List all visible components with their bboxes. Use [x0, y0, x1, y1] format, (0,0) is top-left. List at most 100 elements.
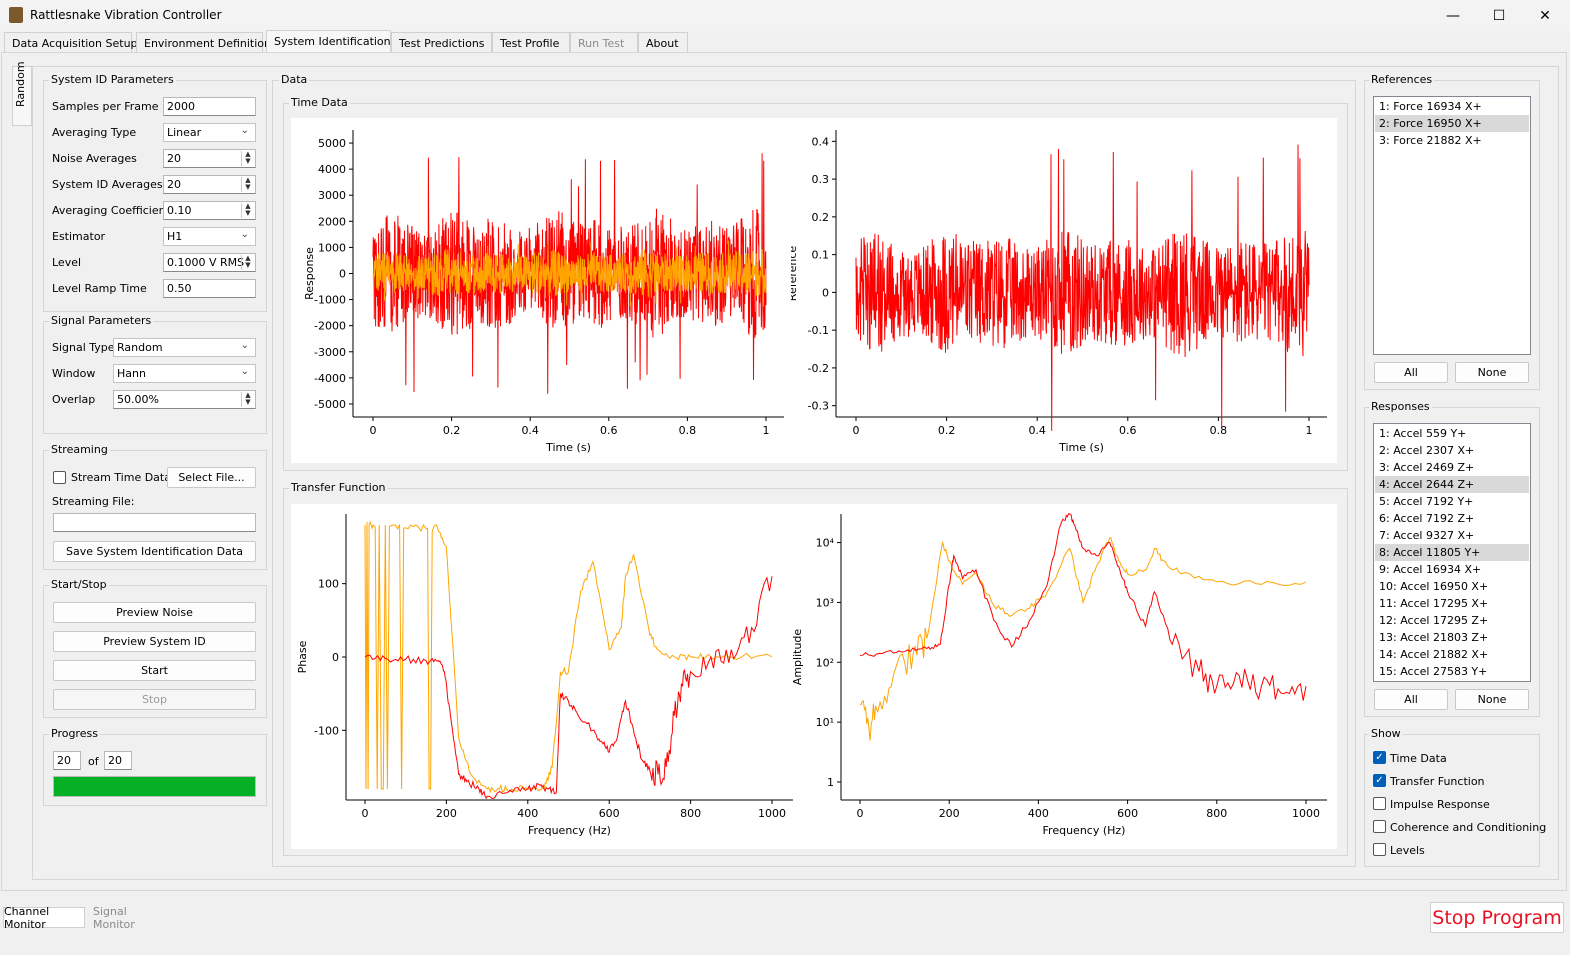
y-axis-label: Phase [296, 640, 309, 673]
show-checkbox[interactable] [1373, 820, 1386, 833]
responses-item[interactable]: 10: Accel 16950 X+ [1379, 580, 1489, 593]
spin-arrows-icon[interactable]: ▲ ▼ [241, 151, 254, 166]
select-file-button[interactable]: Select File... [167, 467, 256, 488]
responses-item[interactable]: 1: Accel 559 Y+ [1379, 427, 1467, 440]
x-tick-label: 400 [1028, 807, 1049, 820]
responses-item[interactable]: 8: Accel 11805 Y+ [1375, 544, 1529, 561]
show-option-row[interactable]: Impulse Response [1373, 797, 1533, 813]
responses-title: Responses [1369, 400, 1432, 413]
responses-item[interactable]: 15: Accel 27583 Y+ [1379, 665, 1488, 678]
show-checkbox[interactable] [1373, 843, 1386, 856]
responses-item[interactable]: 3: Accel 2469 Z+ [1379, 461, 1475, 474]
tab-run-test[interactable]: Run Test [570, 32, 638, 53]
show-option-row[interactable]: Levels [1373, 843, 1533, 859]
stop-program-button[interactable]: Stop Program [1430, 902, 1564, 933]
responses-item[interactable]: 11: Accel 17295 X+ [1379, 597, 1489, 610]
streaming-title: Streaming [49, 443, 110, 456]
tab-data-acquisition-setup[interactable]: Data Acquisition Setup [4, 32, 138, 53]
reference-time-chart[interactable]: 0.4 0.3 0.2 0.1 0 -0.1 -0.2 -0.3 0 0.2 0.4 0.6 0.8 1 T… [791, 118, 1337, 463]
references-item[interactable]: 3: Force 21882 X+ [1379, 134, 1482, 147]
close-icon[interactable]: ✕ [1539, 7, 1551, 24]
y-axis-label: Amplitude [791, 629, 804, 686]
spin-arrows-icon[interactable]: ▲ ▼ [241, 255, 254, 270]
references-item[interactable]: 2: Force 16950 X+ [1375, 115, 1529, 132]
signal-type-select[interactable]: Random ⌄ [113, 338, 256, 357]
responses-item[interactable]: 14: Accel 21882 X+ [1379, 648, 1489, 661]
show-checkbox[interactable] [1373, 797, 1386, 810]
responses-item[interactable]: 5: Accel 7192 Y+ [1379, 495, 1474, 508]
averaging-coefficient-spinbox[interactable]: 0.10 ▲ ▼ [163, 201, 256, 220]
references-all-button[interactable]: All [1374, 362, 1448, 383]
level-ramp-time-label: Level Ramp Time [52, 282, 147, 295]
level-label: Level [52, 256, 82, 269]
sysid-averages-value: 20 [167, 178, 181, 191]
sysid-averages-spinbox[interactable]: 20 ▲ ▼ [163, 175, 256, 194]
y-tick-label: 0.1 [812, 249, 830, 262]
progress-current-field: 20 [53, 751, 81, 770]
signal-monitor-button[interactable]: Signal Monitor [92, 905, 166, 931]
minimize-icon[interactable]: — [1446, 7, 1460, 24]
progress-bar [53, 776, 256, 797]
signal-type-label: Signal Type [52, 341, 115, 354]
stop-button[interactable]: Stop [53, 689, 256, 710]
streaming-file-field[interactable] [53, 513, 256, 532]
stream-time-data-checkbox[interactable] [53, 471, 66, 484]
x-tick-label: 1000 [1292, 807, 1320, 820]
side-tab-random[interactable]: Random [12, 61, 32, 126]
response-time-chart[interactable]: 5000 4000 3000 2000 1000 0 -1000 -2000 -3000 -400… [291, 118, 803, 463]
x-axis-label: Time (s) [545, 441, 591, 454]
show-option-row[interactable]: ✓ Time Data [1373, 751, 1533, 767]
responses-item[interactable]: 13: Accel 21803 Z+ [1379, 631, 1489, 644]
spin-arrows-icon[interactable]: ▲ ▼ [241, 177, 254, 192]
channel-monitor-button[interactable]: Channel Monitor [3, 905, 85, 931]
save-sysid-data-button[interactable]: Save System Identification Data [53, 541, 256, 562]
responses-item[interactable]: 6: Accel 7192 Z+ [1379, 512, 1475, 525]
responses-item[interactable]: 7: Accel 9327 X+ [1379, 529, 1475, 542]
x-tick-label: 600 [599, 807, 620, 820]
window-title: Rattlesnake Vibration Controller [30, 8, 222, 22]
preview-system-id-button[interactable]: Preview System ID [53, 631, 256, 652]
level-ramp-time-field[interactable]: 0.50 [163, 279, 256, 298]
references-list[interactable]: 1: Force 16934 X+ 2: Force 16950 X+ 3: For… [1373, 96, 1531, 355]
tab-test-profile[interactable]: Test Profile [492, 32, 570, 53]
tab-test-predictions[interactable]: Test Predictions [391, 32, 492, 53]
overlap-spinbox[interactable]: 50.00% ▲ ▼ [113, 390, 256, 409]
tab-system-identification[interactable]: System Identification [266, 30, 391, 53]
x-tick-label: 0 [370, 424, 377, 437]
show-option-row[interactable]: Coherence and Conditioning [1373, 820, 1546, 836]
show-checkbox[interactable]: ✓ [1373, 774, 1386, 787]
show-checkbox[interactable]: ✓ [1373, 751, 1386, 764]
progress-title: Progress [49, 727, 100, 740]
level-spinbox[interactable]: 0.1000 V RMS ▲ ▼ [163, 253, 256, 272]
responses-item[interactable]: 12: Accel 17295 Z+ [1379, 614, 1489, 627]
samples-per-frame-field[interactable]: 2000 [163, 97, 256, 116]
averaging-type-select[interactable]: Linear ⌄ [163, 123, 256, 142]
data-title: Data [279, 73, 310, 86]
start-button[interactable]: Start [53, 660, 256, 681]
maximize-icon[interactable]: ☐ [1492, 7, 1506, 24]
responses-item[interactable]: 9: Accel 16934 X+ [1379, 563, 1482, 576]
references-item[interactable]: 1: Force 16934 X+ [1379, 100, 1482, 113]
estimator-select[interactable]: H1 ⌄ [163, 227, 256, 246]
chevron-down-icon: ⌄ [240, 229, 249, 240]
spin-arrows-icon[interactable]: ▲ ▼ [241, 392, 254, 407]
series-line [364, 520, 773, 794]
spin-arrows-icon[interactable]: ▲ ▼ [241, 203, 254, 218]
amplitude-chart[interactable]: 10⁴ 10³ 10² 10¹ 1 0 200 400 600 800 1000 Frequency … [791, 504, 1337, 849]
responses-none-button[interactable]: None [1455, 689, 1529, 710]
responses-all-button[interactable]: All [1374, 689, 1448, 710]
tab-about[interactable]: About [638, 32, 688, 53]
preview-noise-button[interactable]: Preview Noise [53, 602, 256, 623]
noise-averages-spinbox[interactable]: 20 ▲ ▼ [163, 149, 256, 168]
references-none-button[interactable]: None [1455, 362, 1529, 383]
window-select[interactable]: Hann ⌄ [113, 364, 256, 383]
y-tick-label: 3000 [318, 189, 346, 202]
tab-environment-definition[interactable]: Environment Definition [136, 32, 271, 53]
responses-item[interactable]: 2: Accel 2307 X+ [1379, 444, 1475, 457]
responses-list[interactable]: 1: Accel 559 Y+ 2: Accel 2307 X+ 3: Accel … [1373, 423, 1531, 682]
estimator-value: H1 [167, 230, 183, 243]
show-option-row[interactable]: ✓ Transfer Function [1373, 774, 1533, 790]
y-tick-label: 1000 [318, 241, 346, 254]
responses-item[interactable]: 4: Accel 2644 Z+ [1375, 476, 1529, 493]
